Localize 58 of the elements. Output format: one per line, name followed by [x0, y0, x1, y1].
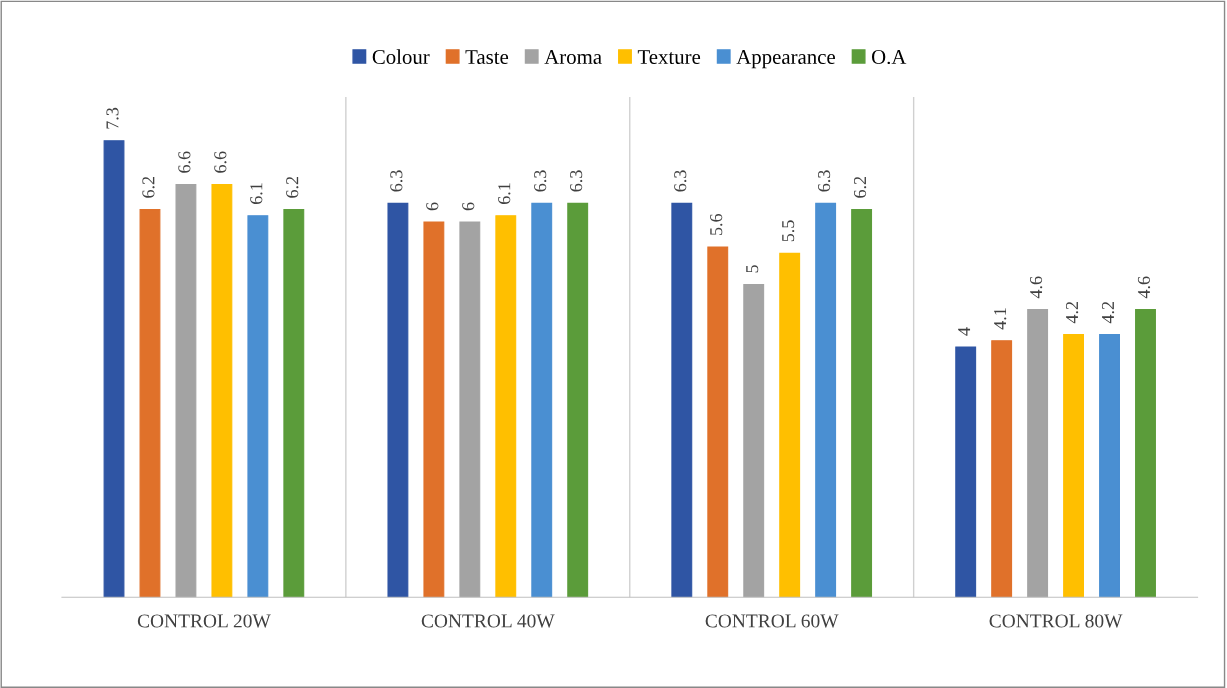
legend-label: Texture [637, 50, 701, 65]
bar [1063, 334, 1085, 598]
legend-label: Colour [372, 49, 430, 65]
legend-label: O.A [871, 50, 907, 65]
data-label: 6.2 [286, 176, 299, 198]
data-label: 6.2 [853, 176, 867, 198]
data-label: 5.6 [710, 213, 723, 235]
bar [815, 202, 837, 598]
data-label: 4.2 [1101, 301, 1115, 324]
bar [387, 202, 409, 598]
bar [1135, 309, 1156, 598]
bar [779, 252, 801, 598]
x-tick-label: CONTROL 40W [421, 614, 555, 628]
data-label: 7.3 [106, 107, 119, 129]
data-label: 6.3 [674, 170, 687, 192]
x-tick-label: CONTROL 60W [705, 614, 839, 628]
x-tick-label: CONTROL 80W [989, 614, 1123, 628]
bar [139, 209, 161, 598]
bar [495, 215, 517, 598]
data-label: 4 [958, 327, 971, 336]
bar [423, 221, 445, 598]
data-label: 6.1 [250, 183, 263, 204]
legend-label: Appearance [736, 50, 835, 69]
bar [247, 215, 269, 598]
bar [1027, 309, 1049, 598]
bar [955, 346, 977, 598]
data-label: 6.6 [214, 151, 227, 173]
data-label: 6.3 [390, 170, 403, 192]
data-label: 6.1 [498, 183, 511, 204]
data-label: 4.1 [994, 308, 1007, 330]
bar [567, 202, 589, 598]
bar [671, 202, 693, 598]
bar [459, 221, 481, 598]
bar [991, 340, 1013, 598]
bar [283, 209, 305, 598]
data-label: 4.2 [1065, 301, 1079, 324]
data-label: 6.2 [142, 176, 155, 198]
data-label: 5 [746, 265, 759, 273]
bar [743, 284, 765, 598]
data-label: 4.6 [1030, 276, 1043, 299]
x-tick-label: CONTROL 20W [137, 614, 271, 628]
data-label: 4.6 [1137, 276, 1151, 299]
data-label: 6.6 [178, 151, 191, 173]
data-label: 6.3 [534, 170, 547, 192]
data-label: 6 [462, 202, 475, 211]
legend-label: Aroma [544, 50, 602, 65]
bar [707, 246, 729, 598]
data-label: 5.5 [782, 220, 795, 242]
bar [175, 184, 197, 598]
data-label: 6.3 [570, 170, 583, 192]
data-label: 6.3 [818, 170, 831, 192]
bar [1099, 334, 1120, 598]
bar [211, 184, 233, 598]
bar [531, 202, 553, 598]
bar [851, 209, 873, 598]
bar [103, 140, 125, 598]
legend-label: Taste [465, 50, 509, 65]
data-label: 6 [426, 202, 439, 211]
